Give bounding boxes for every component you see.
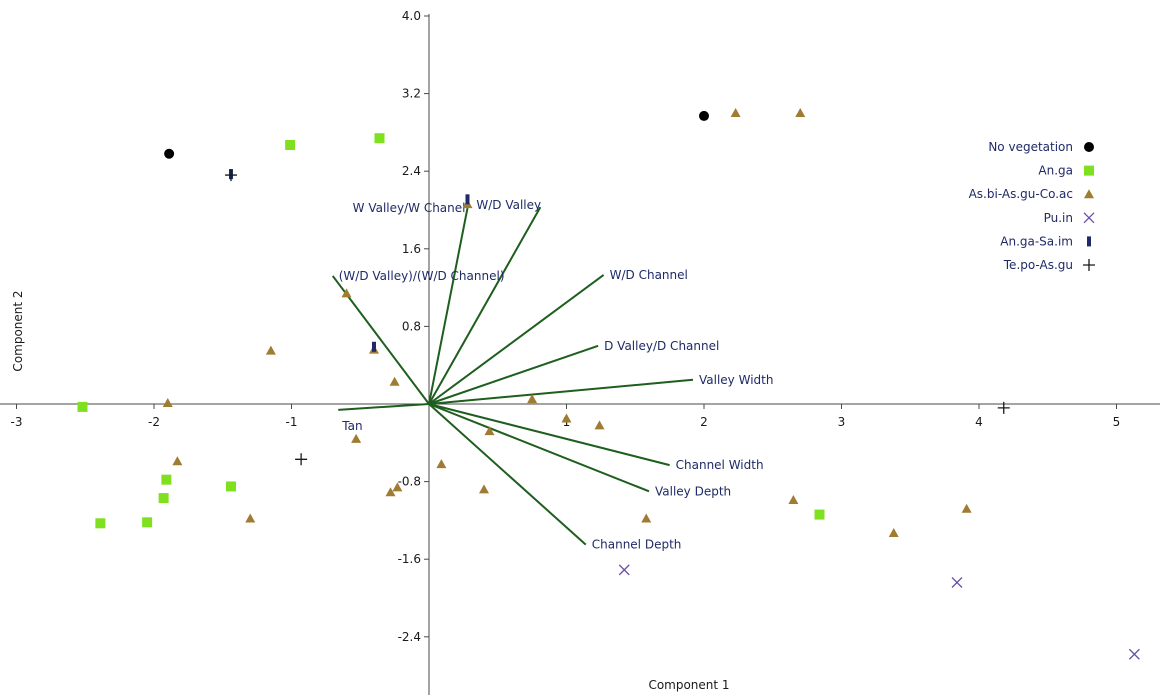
legend-marker [1087, 236, 1091, 247]
data-point [484, 426, 495, 436]
data-point [95, 518, 106, 529]
loading-vector [338, 403, 430, 411]
x-tick-label: 2 [700, 415, 708, 429]
x-tick-label: 5 [1113, 415, 1121, 429]
vector-label: D Valley/D Channel [604, 339, 719, 353]
loading-vector [428, 403, 587, 546]
y-axis-title: Component 2 [11, 290, 25, 371]
y-tick-label: 1.6 [402, 242, 421, 256]
legend: No vegetation An.ga As.bi-As.gu-Co.ac Pu.in… [969, 140, 1095, 272]
data-point [285, 140, 296, 151]
data-point [436, 459, 447, 469]
legend-marker [1083, 259, 1095, 271]
legend-marker [1084, 189, 1094, 199]
data-point [961, 503, 972, 513]
data-point [161, 474, 172, 485]
data-point [225, 169, 237, 182]
loading-vector [428, 403, 670, 467]
data-point [561, 413, 572, 423]
data-point [618, 564, 630, 576]
legend-label: As.bi-As.gu-Co.ac [969, 187, 1073, 201]
y-tick-label: -0.8 [398, 475, 421, 489]
vector-label: Tan [341, 419, 362, 433]
loading-vector [428, 274, 605, 405]
data-point [372, 341, 376, 352]
loading-vector [428, 378, 694, 405]
loading-vector [428, 403, 650, 493]
legend-label: An.ga-Sa.im [1000, 234, 1073, 248]
y-tick-label: 3.2 [402, 87, 421, 101]
x-axis-title: Component 1 [648, 678, 729, 692]
data-point [341, 288, 352, 298]
data-point [795, 108, 806, 117]
vector-label: Channel Depth [592, 538, 682, 552]
y-tick-label: -1.6 [398, 552, 421, 566]
vector-label: Channel Width [676, 458, 764, 472]
data-point [788, 495, 799, 505]
x-tick-label: -1 [286, 415, 298, 429]
data-point [351, 433, 362, 443]
data-point [158, 493, 169, 504]
data-point [1128, 648, 1140, 660]
data-point [245, 513, 256, 523]
legend-label: Te.po-As.gu [1003, 258, 1073, 272]
legend-marker [1084, 142, 1094, 152]
legend-label: An.ga [1038, 164, 1073, 178]
data-point [641, 513, 652, 523]
data-point [164, 148, 175, 159]
data-point [265, 345, 276, 355]
x-tick-label: 4 [975, 415, 983, 429]
data-point [594, 420, 605, 430]
data-point [385, 487, 396, 497]
data-point [527, 394, 538, 404]
data-point [951, 577, 963, 588]
data-point [392, 482, 403, 492]
data-point [814, 509, 825, 520]
vector-label: Valley Depth [655, 484, 731, 498]
x-tick-label: -3 [11, 415, 23, 429]
vector-label: Valley Width [699, 373, 773, 387]
data-points [77, 108, 1140, 660]
data-point [226, 481, 236, 492]
loading-vector [428, 207, 469, 405]
data-point [479, 484, 489, 494]
y-tick-label: 0.8 [402, 319, 421, 333]
data-point [172, 456, 183, 466]
data-point [162, 398, 173, 408]
loading-vector [428, 344, 599, 405]
data-point [77, 401, 88, 412]
data-point [699, 110, 709, 121]
legend-label: Pu.in [1044, 211, 1073, 225]
data-point [730, 108, 741, 117]
data-point [295, 453, 308, 466]
vector-label: W Valley/W Chanel [353, 201, 466, 215]
y-tick-label: 4.0 [402, 9, 421, 23]
legend-label: No vegetation [988, 140, 1073, 154]
data-point [389, 376, 400, 386]
data-point [888, 528, 899, 538]
vector-label: W/D Channel [610, 268, 688, 282]
axes: -3-2-1123454.03.22.41.60.8-0.8-1.6-2.4 [0, 9, 1160, 695]
data-point [997, 401, 1010, 414]
y-tick-label: -2.4 [398, 630, 421, 644]
vector-label: W/D Valley [476, 198, 541, 212]
loading-vectors: W Valley/W Chanel W/D Valley (W/D Valley)/… [331, 198, 773, 552]
legend-marker [1083, 212, 1095, 224]
y-tick-label: 2.4 [402, 164, 421, 178]
x-tick-label: -2 [148, 415, 160, 429]
vector-label: (W/D Valley)/(W/D Channel) [339, 269, 505, 283]
legend-marker [1084, 165, 1094, 176]
data-point [142, 517, 153, 528]
x-tick-label: 3 [838, 415, 846, 429]
loading-vector [428, 206, 542, 405]
data-point [374, 133, 385, 144]
data-point [465, 194, 470, 205]
